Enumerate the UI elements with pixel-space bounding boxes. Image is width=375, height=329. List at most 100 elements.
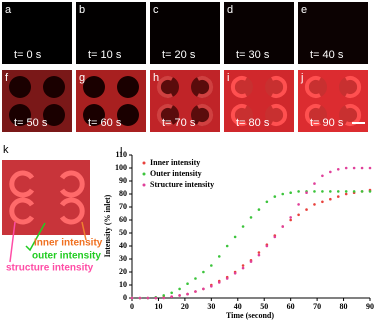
y-tick-label: 30: [119, 254, 127, 263]
data-point: [352, 190, 356, 193]
data-point: [289, 218, 292, 222]
channel: [83, 104, 105, 126]
time-label: t= 40 s: [310, 49, 344, 61]
panel-label: f: [5, 72, 9, 84]
structure: [230, 104, 247, 126]
data-point: [210, 285, 213, 288]
data-point: [305, 208, 308, 211]
y-tick-label: 100: [115, 163, 127, 172]
time-label: t= 20 s: [162, 49, 196, 61]
channel: [9, 76, 31, 98]
legend-marker: [142, 172, 146, 176]
data-point: [352, 166, 356, 170]
data-point: [194, 290, 197, 293]
panel-label: c: [153, 4, 159, 16]
data-point: [146, 296, 150, 300]
data-point: [313, 182, 316, 185]
data-point: [321, 200, 324, 204]
panel-label: i: [227, 72, 229, 84]
annotation: Inner intensity: [34, 238, 103, 249]
x-tick-label: 40: [234, 302, 242, 311]
time-label: t= 70 s: [162, 117, 196, 129]
data-point: [336, 190, 340, 193]
data-point: [281, 225, 285, 228]
x-tick-label: 30: [207, 302, 215, 311]
data-point: [297, 190, 300, 193]
structure: [271, 76, 288, 98]
y-tick-label: 80: [119, 189, 127, 198]
y-tick-label: 0: [123, 293, 127, 302]
time-label: t= 80 s: [236, 117, 270, 129]
y-axis-title: Intensity (% inlet): [103, 194, 112, 257]
data-point: [265, 200, 269, 204]
structure: [345, 76, 362, 98]
data-point: [257, 253, 261, 257]
structure: [271, 104, 288, 126]
annotation: outer intensity: [32, 251, 101, 262]
channel: [43, 104, 65, 126]
data-point: [313, 190, 316, 193]
data-point: [210, 264, 213, 267]
x-tick-label: 20: [181, 302, 189, 311]
panel-label: g: [79, 72, 85, 84]
panel-image: [298, 2, 368, 64]
data-point: [297, 213, 300, 217]
structure: [197, 76, 214, 98]
data-point: [217, 281, 221, 284]
x-tick-label: 80: [340, 302, 348, 311]
time-label: t= 10 s: [88, 49, 122, 61]
x-tick-label: 60: [287, 302, 295, 311]
data-point: [257, 251, 261, 254]
data-point: [186, 292, 189, 296]
data-point: [289, 191, 292, 194]
image-panels: a t= 0 s b t= 10 s c t= 20 s d t= 30 s e t= 40 s f…: [2, 2, 368, 132]
data-point: [289, 216, 292, 219]
data-point: [329, 197, 332, 201]
y-tick-label: 20: [119, 267, 127, 276]
y-tick-label: 10: [119, 280, 127, 289]
data-point: [249, 260, 253, 263]
data-point: [360, 166, 364, 170]
data-point: [194, 277, 197, 280]
data-point: [186, 282, 189, 286]
structure: [156, 104, 173, 126]
data-point: [360, 190, 364, 193]
legend-label: Structure intensity: [150, 180, 214, 189]
legend-marker: [142, 161, 146, 165]
data-point: [305, 191, 308, 194]
data-point: [162, 296, 166, 300]
time-label: t= 50 s: [14, 117, 48, 129]
y-tick-label: 40: [119, 241, 127, 250]
structure: [304, 104, 321, 126]
y-tick-label: 60: [119, 215, 127, 224]
data-point: [344, 192, 348, 196]
data-point: [273, 195, 277, 198]
y-tick-label: 90: [119, 176, 127, 185]
panel-image: [150, 2, 220, 64]
data-point: [313, 203, 316, 206]
data-point: [368, 166, 372, 170]
data-point: [241, 266, 245, 270]
x-tick-label: 70: [313, 302, 321, 311]
data-point: [321, 190, 324, 193]
legend-label: Outer intensity: [150, 169, 202, 178]
data-point: [202, 270, 205, 274]
structure: [156, 76, 173, 98]
structure: [304, 76, 321, 98]
panel-label: b: [79, 4, 85, 16]
data-point: [162, 294, 166, 297]
panel-label: j: [300, 72, 303, 84]
panel-image: [224, 2, 294, 64]
panel-image: [76, 2, 146, 64]
data-point: [170, 295, 173, 299]
panel-label: a: [5, 4, 12, 16]
structure: [345, 104, 362, 126]
y-tick-label: 110: [115, 150, 127, 159]
time-label: t= 90 s: [310, 117, 344, 129]
x-tick-label: 50: [260, 302, 268, 311]
data-point: [241, 264, 245, 267]
data-point: [233, 272, 237, 275]
chart: l Time (second) Intensity (% inlet) 0 10 2…: [103, 146, 374, 320]
data-point: [297, 203, 300, 206]
